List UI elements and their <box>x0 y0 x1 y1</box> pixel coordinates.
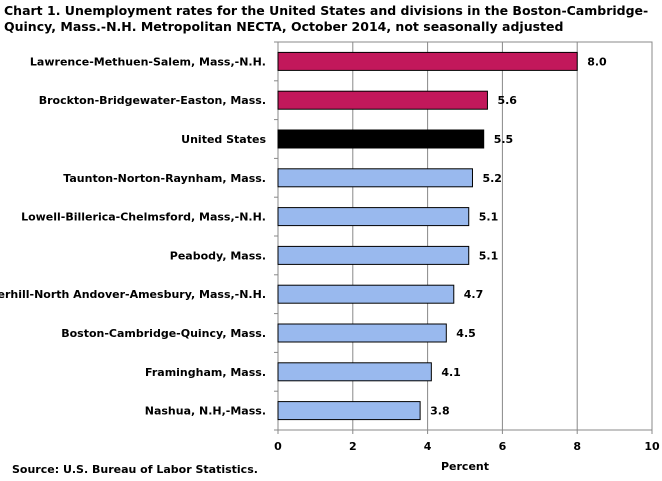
bar <box>277 245 470 265</box>
category-label: United States <box>181 133 266 146</box>
x-tick-label: 2 <box>349 440 357 453</box>
x-tick-label: 0 <box>274 440 282 453</box>
data-label: 8.0 <box>587 55 607 68</box>
category-label: Lawrence-Methuen-Salem, Mass,-N.H. <box>30 55 266 68</box>
bar <box>277 207 470 227</box>
data-label: 5.6 <box>497 94 517 107</box>
source-note: Source: U.S. Bureau of Labor Statistics. <box>12 463 258 476</box>
x-tick-label: 6 <box>499 440 507 453</box>
category-label: Framingham, Mass. <box>145 366 266 379</box>
bar <box>277 284 455 304</box>
category-label: Brockton-Bridgewater-Easton, Mass. <box>39 94 266 107</box>
category-label: Peabody, Mass. <box>170 249 266 262</box>
bar <box>277 362 432 382</box>
category-label: Lowell-Billerica-Chelmsford, Mass,-N.H. <box>21 211 266 224</box>
chart-title: Chart 1. Unemployment rates for the Unit… <box>4 3 649 34</box>
data-label: 4.1 <box>441 366 461 379</box>
x-tick-label: 4 <box>424 440 432 453</box>
bar <box>277 323 447 343</box>
category-label: Nashua, N.H,-Mass. <box>145 405 266 418</box>
category-label: Taunton-Norton-Raynham, Mass. <box>63 172 266 185</box>
bar <box>277 168 473 188</box>
data-label: 4.5 <box>456 327 476 340</box>
bar <box>277 90 488 110</box>
data-label: 5.1 <box>479 249 499 262</box>
bar <box>277 51 578 71</box>
x-tick-label: 8 <box>573 440 581 453</box>
data-label: 5.1 <box>479 211 499 224</box>
data-label: 5.2 <box>482 172 502 185</box>
x-axis-label: Percent <box>441 460 489 473</box>
data-label: 5.5 <box>494 133 514 146</box>
category-label: Haverhill-North Andover-Amesbury, Mass,-… <box>0 288 266 301</box>
data-label: 3.8 <box>430 405 450 418</box>
x-tick-label: 10 <box>644 440 660 453</box>
data-label: 4.7 <box>464 288 484 301</box>
bar <box>277 129 485 149</box>
category-label: Boston-Cambridge-Quincy, Mass. <box>61 327 266 340</box>
bar <box>277 401 421 421</box>
